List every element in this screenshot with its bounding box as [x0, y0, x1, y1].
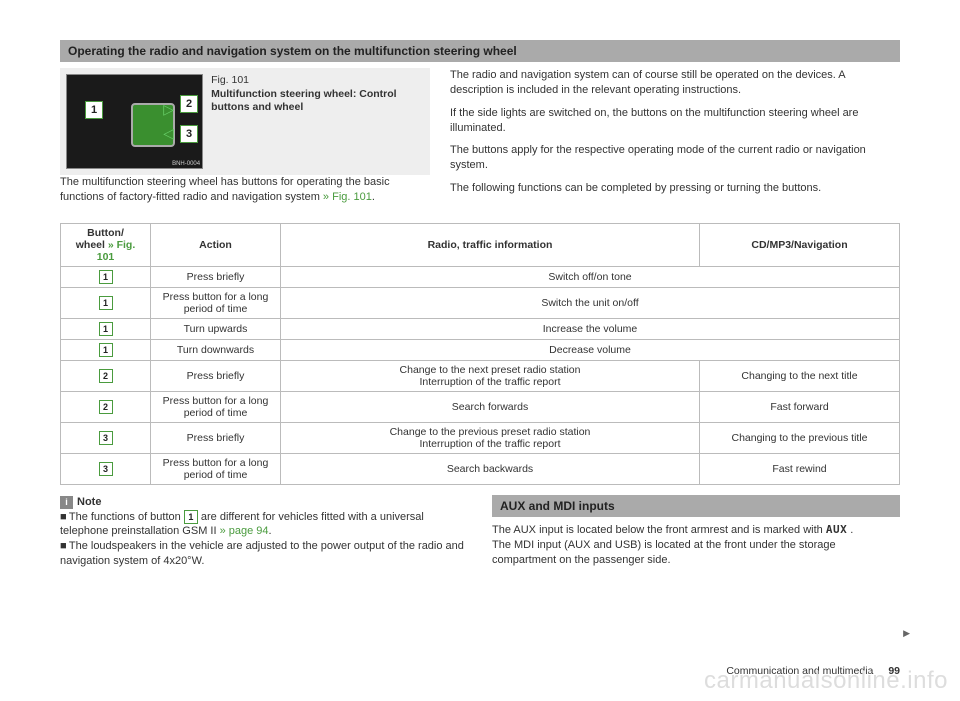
continuation-icon: ▶: [903, 628, 910, 639]
button-ref: 2: [99, 400, 113, 414]
th-button: Button/ wheel » Fig. 101: [61, 223, 151, 266]
table-row: 2 Press brieflyChange to the next preset …: [61, 360, 900, 391]
note-column: i Note ■ The functions of button 1 are di…: [60, 495, 468, 569]
text: .: [847, 524, 853, 536]
figure-number: Fig. 101: [211, 74, 424, 88]
cell-action: Press briefly: [151, 266, 281, 287]
aux-column: AUX and MDI inputs The AUX input is loca…: [492, 495, 900, 569]
table-row: 1 Turn upwardsIncrease the volume: [61, 318, 900, 339]
cell-radio: Change to the next preset radio stationI…: [281, 360, 700, 391]
watermark: carmanualsonline.info: [704, 667, 948, 695]
functions-table: Button/ wheel » Fig. 101 Action Radio, t…: [60, 223, 900, 485]
figure-link: » Fig. 101: [323, 191, 372, 203]
photo-id: BNH-0004: [172, 161, 200, 167]
cell-action: Press briefly: [151, 422, 281, 453]
cell-action: Press button for a long period of time: [151, 287, 281, 318]
cell-action: Turn downwards: [151, 339, 281, 360]
paragraph: The buttons apply for the respective ope…: [450, 143, 900, 173]
table-row: 2 Press button for a long period of timeS…: [61, 391, 900, 422]
cell-radio: Change to the previous preset radio stat…: [281, 422, 700, 453]
arrow-icon: ▷: [163, 101, 174, 118]
cell-button: 1: [61, 287, 151, 318]
cell-button: 1: [61, 318, 151, 339]
cell-combined: Switch the unit on/off: [281, 287, 900, 318]
button-ref: 2: [99, 369, 113, 383]
figure-image: ▷ ◁ 1 2 3 BNH-0004: [66, 74, 203, 169]
intro-text-column: The radio and navigation system can of c…: [450, 68, 900, 215]
cell-action: Turn upwards: [151, 318, 281, 339]
cell-nav: Changing to the previous title: [700, 422, 900, 453]
info-icon: i: [60, 496, 73, 509]
callout-3: 3: [180, 125, 198, 143]
note-label: Note: [77, 496, 101, 508]
cell-button: 3: [61, 453, 151, 484]
cell-action: Press button for a long period of time: [151, 453, 281, 484]
arrow-icon: ◁: [163, 125, 174, 142]
cell-action: Press button for a long period of time: [151, 391, 281, 422]
table-row: 1 Turn downwardsDecrease volume: [61, 339, 900, 360]
note-line-1: ■ The functions of button 1 are differen…: [60, 510, 468, 540]
cell-button: 3: [61, 422, 151, 453]
note-heading: i Note: [60, 495, 468, 510]
cell-nav: Fast forward: [700, 391, 900, 422]
section-title: Operating the radio and navigation syste…: [60, 40, 900, 62]
table-row: 3 Press brieflyChange to the previous pre…: [61, 422, 900, 453]
cell-combined: Switch off/on tone: [281, 266, 900, 287]
under-figure-text: The multifunction steering wheel has but…: [60, 175, 430, 205]
aux-glyph: AUX: [826, 523, 847, 536]
cell-nav: Changing to the next title: [700, 360, 900, 391]
cell-combined: Decrease volume: [281, 339, 900, 360]
figure-title: Multifunction steering wheel: Control bu…: [211, 88, 424, 115]
note-line-2: ■ The loudspeakers in the vehicle are ad…: [60, 539, 468, 569]
th-action: Action: [151, 223, 281, 266]
cell-radio: Search backwards: [281, 453, 700, 484]
aux-paragraph-1: The AUX input is located below the front…: [492, 523, 900, 538]
cell-button: 1: [61, 266, 151, 287]
callout-2: 2: [180, 95, 198, 113]
paragraph: The radio and navigation system can of c…: [450, 68, 900, 98]
bullet-icon: ■: [60, 539, 66, 554]
button-ref-1: 1: [184, 510, 198, 524]
aux-title: AUX and MDI inputs: [492, 495, 900, 517]
cell-button: 1: [61, 339, 151, 360]
table-row: 3 Press button for a long period of timeS…: [61, 453, 900, 484]
th-nav: CD/MP3/Navigation: [700, 223, 900, 266]
cell-nav: Fast rewind: [700, 453, 900, 484]
table-row: 1 Press button for a long period of timeS…: [61, 287, 900, 318]
text: The loudspeakers in the vehicle are adju…: [60, 540, 464, 567]
text: The AUX input is located below the front…: [492, 524, 826, 536]
button-ref: 1: [99, 343, 113, 357]
page-link: » page 94: [220, 525, 269, 537]
text: The functions of button: [69, 511, 184, 523]
button-ref: 3: [99, 462, 113, 476]
th-radio: Radio, traffic information: [281, 223, 700, 266]
cell-combined: Increase the volume: [281, 318, 900, 339]
cell-button: 2: [61, 391, 151, 422]
figure-caption: Fig. 101 Multifunction steering wheel: C…: [211, 74, 424, 169]
bottom-row: i Note ■ The functions of button 1 are di…: [60, 495, 900, 569]
top-row: ▷ ◁ 1 2 3 BNH-0004 Fig. 101 Multifunctio…: [60, 68, 900, 215]
button-ref: 1: [99, 270, 113, 284]
button-ref: 1: [99, 296, 113, 310]
table-row: 1 Press brieflySwitch off/on tone: [61, 266, 900, 287]
cell-action: Press briefly: [151, 360, 281, 391]
cell-radio: Search forwards: [281, 391, 700, 422]
text: Button/: [87, 227, 124, 239]
text: wheel: [76, 239, 108, 251]
bullet-icon: ■: [60, 510, 66, 525]
aux-paragraph-2: The MDI input (AUX and USB) is located a…: [492, 538, 900, 568]
figure-block: ▷ ◁ 1 2 3 BNH-0004 Fig. 101 Multifunctio…: [60, 68, 430, 175]
button-ref: 1: [99, 322, 113, 336]
cell-button: 2: [61, 360, 151, 391]
button-ref: 3: [99, 431, 113, 445]
paragraph: The following functions can be completed…: [450, 181, 900, 196]
paragraph: If the side lights are switched on, the …: [450, 106, 900, 136]
callout-1: 1: [85, 101, 103, 119]
